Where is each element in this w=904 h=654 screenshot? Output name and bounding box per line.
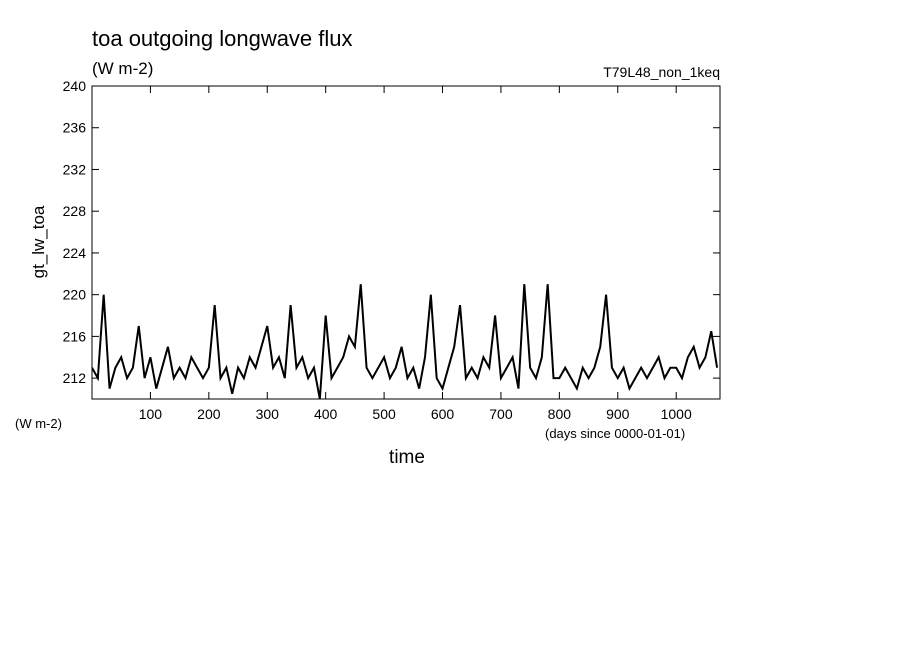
y-tick-label: 236 [63,120,87,136]
y-unit-label: (W m-2) [15,416,62,431]
y-axis-label: gt_lw_toa [29,205,48,278]
plot-frame [91,85,721,400]
x-tick-label: 900 [606,406,630,422]
y-tick-label: 216 [63,328,87,344]
y-tick-label: 212 [63,370,87,386]
x-tick-label: 200 [197,406,221,422]
x-tick-label: 400 [314,406,338,422]
y-tick-label: 220 [63,287,87,303]
x-tick-label: 300 [256,406,280,422]
data-line [92,284,719,399]
subtitle: (W m-2) [92,59,153,78]
x-tick-label: 100 [139,406,163,422]
x-tick-label: 700 [489,406,513,422]
x-axis-label: time [389,447,425,468]
x-tick-label: 1000 [661,406,692,422]
y-tick-label: 228 [63,203,87,219]
y-tick-label: 232 [63,161,87,177]
annotation: T79L48_non_1keq [603,64,720,80]
x-tick-label: 600 [431,406,455,422]
x-tick-label: 500 [372,406,396,422]
x-tick-label: 800 [548,406,572,422]
chart-title: toa outgoing longwave flux [92,26,353,51]
x-unit-label: (days since 0000-01-01) [545,426,685,441]
y-tick-label: 240 [63,78,87,94]
y-tick-label: 224 [63,245,87,261]
